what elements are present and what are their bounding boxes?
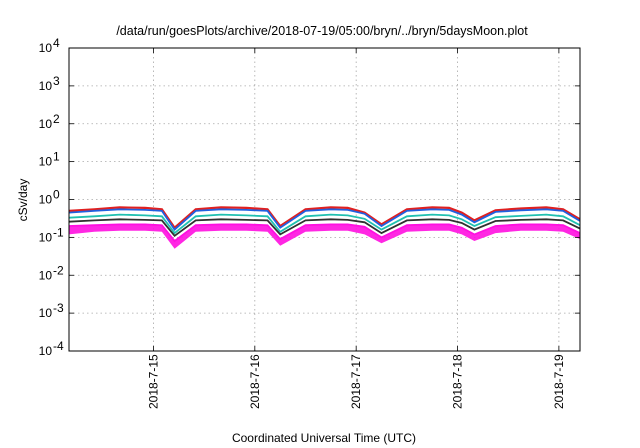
y-tick-label: 10 bbox=[39, 155, 53, 169]
x-axis: 2018-7-15 2018-7-16 2018-7-17 2018-7-18 2018… bbox=[146, 48, 566, 409]
x-tick-label: 2018-7-19 bbox=[552, 354, 566, 409]
series-line bbox=[68, 213, 581, 235]
series-line bbox=[68, 223, 581, 243]
y-tick-exponent: -2 bbox=[53, 263, 64, 277]
y-tick-label: 10 bbox=[39, 344, 53, 358]
y-tick-label: 10 bbox=[39, 268, 53, 282]
y-tick-exponent: 2 bbox=[53, 112, 60, 126]
y-tick-exponent: -1 bbox=[53, 225, 64, 239]
series-line bbox=[68, 208, 581, 231]
y-tick-label: 10 bbox=[39, 41, 53, 55]
y-axis-label: cSv/day bbox=[16, 179, 30, 222]
y-tick-exponent: 1 bbox=[53, 150, 60, 164]
y-tick-label: 10 bbox=[39, 79, 53, 93]
y-tick-label: 10 bbox=[39, 230, 53, 244]
series-group bbox=[68, 206, 581, 249]
y-tick-exponent: 3 bbox=[53, 74, 60, 88]
y-tick-exponent: 0 bbox=[53, 188, 60, 202]
grid bbox=[69, 48, 580, 351]
chart-title: /data/run/goesPlots/archive/2018-07-19/0… bbox=[116, 24, 528, 38]
y-tick-exponent: -4 bbox=[53, 339, 64, 353]
x-tick-label: 2018-7-17 bbox=[349, 354, 363, 409]
series-line bbox=[68, 206, 581, 230]
y-tick-exponent: 4 bbox=[53, 36, 60, 50]
y-tick-label: 10 bbox=[39, 193, 53, 207]
x-tick-label: 2018-7-16 bbox=[248, 354, 262, 409]
x-tick-label: 2018-7-18 bbox=[451, 354, 465, 409]
y-tick-label: 10 bbox=[39, 117, 53, 131]
x-tick-label: 2018-7-15 bbox=[146, 354, 160, 409]
series-band bbox=[69, 224, 580, 249]
y-tick-exponent: -3 bbox=[53, 301, 64, 315]
y-tick-label: 10 bbox=[39, 306, 53, 320]
x-axis-label: Coordinated Universal Time (UTC) bbox=[232, 431, 416, 445]
series-line bbox=[68, 218, 581, 238]
